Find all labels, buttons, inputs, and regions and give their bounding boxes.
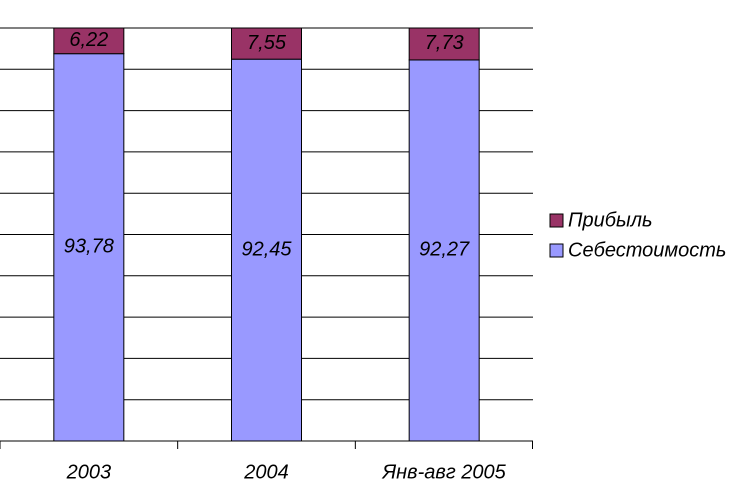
data-label: 92,45 [241,238,292,260]
bar-segment [231,27,302,60]
x-tick-label: Янв-авг 2005 [382,461,507,483]
legend-label: Прибыль [568,209,653,231]
data-label: 7,73 [425,32,464,54]
data-label: 93,78 [64,236,114,258]
data-label: 92,27 [419,239,470,261]
bar-segment [408,59,480,442]
bar-segment [408,27,480,61]
legend-swatch [549,213,564,228]
x-tick-label: 2004 [243,461,289,483]
bar-segment [231,58,302,442]
x-tick-label: 2003 [66,461,112,483]
data-label: 7,55 [247,32,287,54]
legend-swatch [549,243,564,258]
bar-segment [53,53,125,442]
legend-label: Себестоимость [568,239,726,261]
bar-segment [53,27,125,55]
data-label: 6,22 [69,29,108,51]
